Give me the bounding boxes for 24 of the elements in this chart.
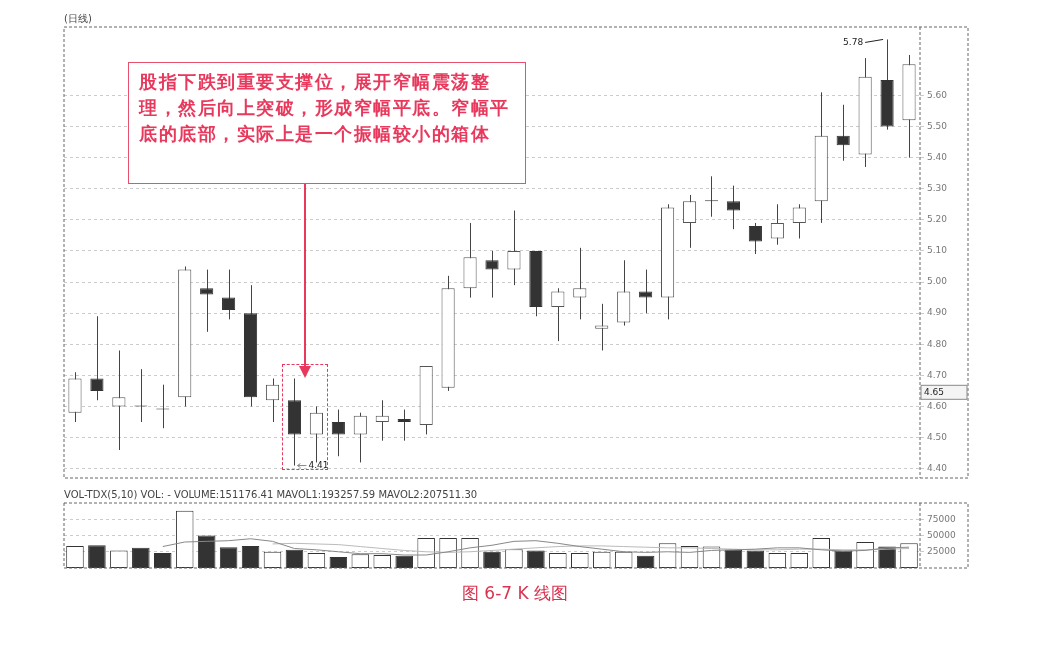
y-tick-label: 5.30 — [927, 183, 948, 194]
y-tick-label: 5.50 — [927, 120, 948, 131]
y-tick-label: 50000 — [927, 529, 956, 540]
y-tick-label: 4.90 — [927, 307, 948, 318]
y-tick-label: 5.20 — [927, 214, 948, 225]
chart-subtitle: (日线) — [64, 12, 92, 24]
y-tick-label: 25000 — [927, 546, 956, 557]
chart-title: VOL-TDX(5,10) VOL: - VOLUME:151176.41 MAVOL1:193257.59 MAVOL2:207511.30 — [64, 488, 478, 500]
y-tick-label: 5.10 — [927, 245, 948, 256]
annotation: 股指下跌到重要支撑位，展开窄幅震荡整理，然后向上突破，形成窄幅平底。窄幅平底的底部，实际上是一个振幅较小的箱体 — [139, 71, 510, 144]
text: 图 6-7 K 线图 — [460, 582, 570, 605]
y-tick-label: 5.40 — [927, 151, 948, 162]
y-tick-label: 5.00 — [927, 276, 948, 287]
y-tick-label: 5.60 — [927, 89, 948, 100]
y-tick-label: 75000 — [927, 513, 956, 524]
annotation: 5.78 — [843, 36, 864, 47]
y-tick-label: 4.60 — [927, 400, 948, 411]
y-tick-label: 4.40 — [927, 463, 948, 474]
y-tick-label: 4.50 — [927, 431, 948, 442]
annotation: 4.41 — [308, 459, 329, 470]
callout-box: 股指下跌到重要支撑位，展开窄幅震荡整理，然后向上突破，形成窄幅平底。窄幅平底的底部，实际上是一个振幅较小的箱体 — [128, 62, 526, 184]
y-tick-label: 4.80 — [927, 338, 948, 349]
text: 4.65 — [924, 386, 945, 397]
y-tick-label: 4.70 — [927, 369, 948, 380]
